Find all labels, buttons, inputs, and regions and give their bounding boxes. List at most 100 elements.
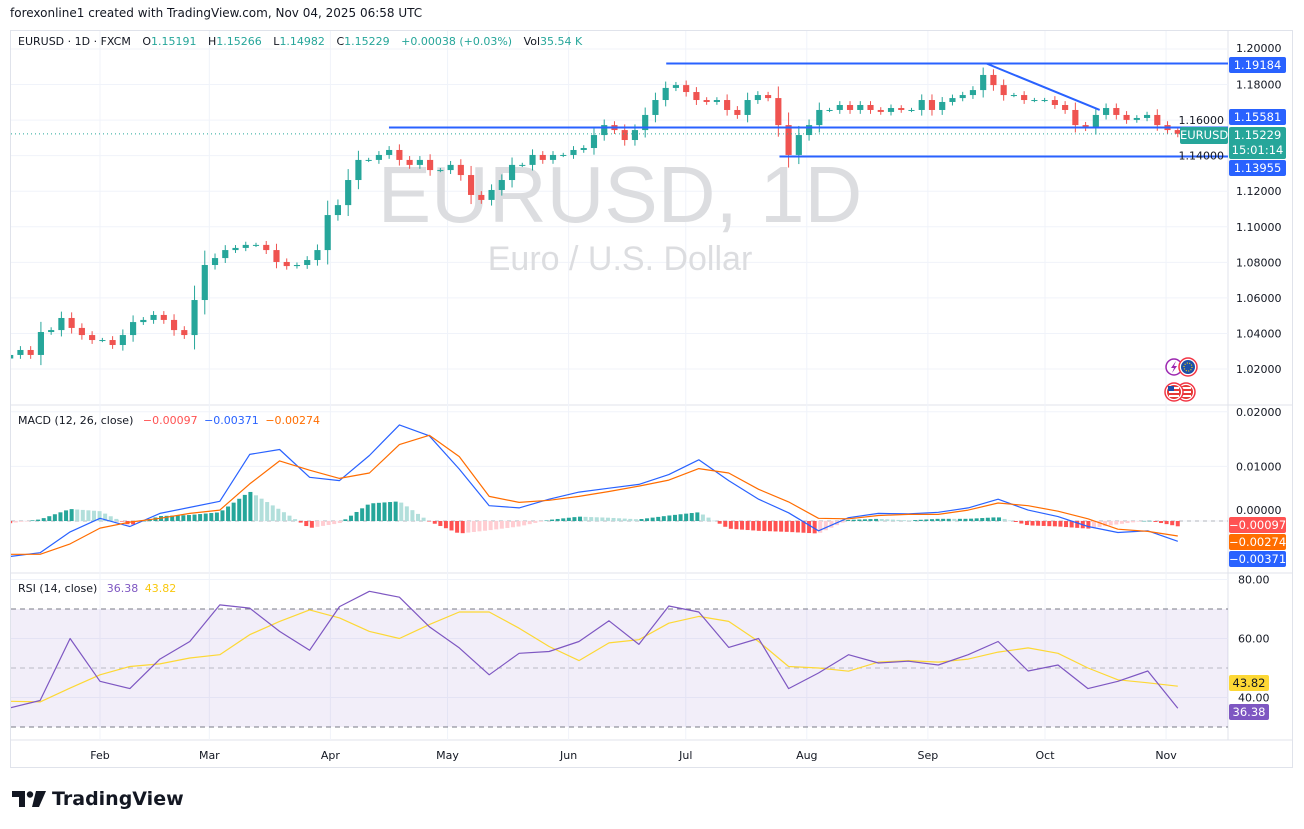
candle-body: [1021, 95, 1028, 101]
time-axis-label: Jul: [678, 749, 692, 762]
candle-body: [1123, 114, 1130, 120]
macd-histogram-bar: [1131, 521, 1136, 523]
macd-histogram-bar: [661, 516, 666, 521]
candle-body: [969, 90, 977, 96]
macd-histogram-bar: [499, 521, 504, 529]
candle-body: [652, 100, 659, 115]
trend-line: [986, 62, 1101, 111]
macd-histogram-bar: [41, 518, 46, 521]
candle: [877, 107, 884, 115]
event-icons[interactable]: [1164, 357, 1198, 402]
macd-histogram-bar: [779, 521, 784, 532]
macd-histogram-bar: [259, 498, 264, 521]
candle: [1010, 92, 1017, 98]
candle: [1021, 91, 1028, 104]
candle-body: [939, 101, 946, 110]
candle: [560, 152, 567, 158]
candle-body: [693, 92, 700, 101]
candle: [765, 91, 772, 102]
macd-histogram-bar: [589, 517, 594, 521]
last-price-badge: 1.15229 15:01:14: [1229, 127, 1286, 159]
symbol-legend[interactable]: EURUSD · 1D · FXCM O1.15191 H1.15266 L1.…: [18, 35, 585, 48]
macd-pane[interactable]: [8, 424, 1228, 558]
macd-histogram-bar: [874, 518, 879, 521]
macd-histogram-bar: [298, 521, 303, 523]
macd-hist-badge: −0.00097: [1229, 517, 1287, 533]
macd-histogram-bar: [578, 516, 583, 521]
macd-histogram-bar: [1008, 520, 1013, 521]
macd-histogram-bar: [69, 509, 74, 521]
macd-signal-value: −0.00274: [265, 414, 321, 427]
candle: [375, 151, 382, 164]
macd-histogram-bar: [1019, 521, 1024, 524]
price-axis-label: 1.02000: [1236, 363, 1282, 376]
macd-histogram-bar: [410, 510, 415, 521]
macd-histogram-bar: [170, 515, 175, 521]
macd-line-badge: −0.00371: [1229, 551, 1287, 567]
macd-histogram-bar: [119, 521, 124, 522]
candle: [939, 97, 946, 115]
candle: [724, 94, 731, 116]
macd-histogram-bar: [11, 521, 13, 524]
rsi-title[interactable]: RSI (14, close): [18, 582, 98, 595]
macd-histogram-bar: [857, 519, 862, 521]
candle-body: [683, 85, 690, 93]
rsi-legend[interactable]: RSI (14, close) 36.38 43.82: [18, 582, 179, 595]
macd-legend[interactable]: MACD (12, 26, close) −0.00097 −0.00371 −…: [18, 414, 323, 427]
macd-histogram-bar: [924, 519, 929, 521]
candle-body: [754, 95, 761, 101]
macd-histogram-bar: [561, 518, 566, 521]
macd-histogram-bar: [443, 521, 448, 529]
macd-histogram-bar: [516, 521, 521, 527]
candle-body: [1000, 85, 1007, 96]
macd-histogram-bar: [24, 521, 29, 522]
eu-flag-icon[interactable]: [1178, 357, 1198, 377]
price-pane[interactable]: [7, 62, 1228, 366]
macd-histogram-bar: [522, 521, 527, 526]
candle-body: [928, 100, 936, 110]
candle: [775, 86, 782, 137]
candle-body: [99, 340, 106, 342]
macd-histogram-bar: [611, 517, 616, 521]
candle: [580, 145, 587, 153]
macd-histogram-bar: [645, 518, 650, 521]
macd-title[interactable]: MACD (12, 26, close): [18, 414, 134, 427]
candle: [898, 105, 905, 113]
macd-histogram-bar: [639, 519, 644, 521]
macd-histogram-bar: [544, 520, 549, 521]
price-axis-label: 1.04000: [1236, 327, 1282, 340]
candle: [1133, 115, 1140, 123]
candle: [785, 112, 792, 168]
price-axis-label: 1.14000: [1179, 150, 1225, 163]
candle-body: [314, 250, 321, 261]
candle: [672, 81, 679, 92]
candle-body: [263, 244, 270, 251]
macd-histogram-bar: [1170, 521, 1175, 526]
macd-histogram-bar: [276, 508, 281, 521]
macd-histogram-bar: [242, 494, 247, 521]
symbol-name[interactable]: EURUSD · 1D · FXCM: [18, 35, 131, 48]
candle: [109, 336, 116, 349]
close-value: 1.15229: [344, 35, 390, 48]
macd-histogram-bar: [957, 518, 962, 521]
macd-histogram-bar: [600, 517, 605, 521]
macd-histogram-bar: [198, 514, 203, 521]
candle: [89, 331, 96, 344]
grid-lines: [11, 31, 1293, 741]
chart-frame: [10, 30, 1293, 768]
macd-histogram-bar: [555, 518, 560, 521]
macd-histogram-bar: [321, 521, 326, 526]
macd-histogram-bar: [1052, 521, 1057, 527]
candle: [601, 119, 608, 141]
candle-body: [990, 74, 997, 86]
lightning-event-icon[interactable]: [1165, 358, 1183, 376]
rsi-pane[interactable]: [10, 590, 1228, 728]
macd-histogram-bar: [818, 521, 823, 533]
tradingview-logo[interactable]: TradingView: [12, 788, 184, 810]
open-value: 1.15191: [151, 35, 197, 48]
candle-body: [283, 261, 290, 267]
candle: [1092, 108, 1099, 135]
price-axis-label: 1.12000: [1236, 185, 1282, 198]
us-flag-icon[interactable]: [1164, 382, 1184, 402]
